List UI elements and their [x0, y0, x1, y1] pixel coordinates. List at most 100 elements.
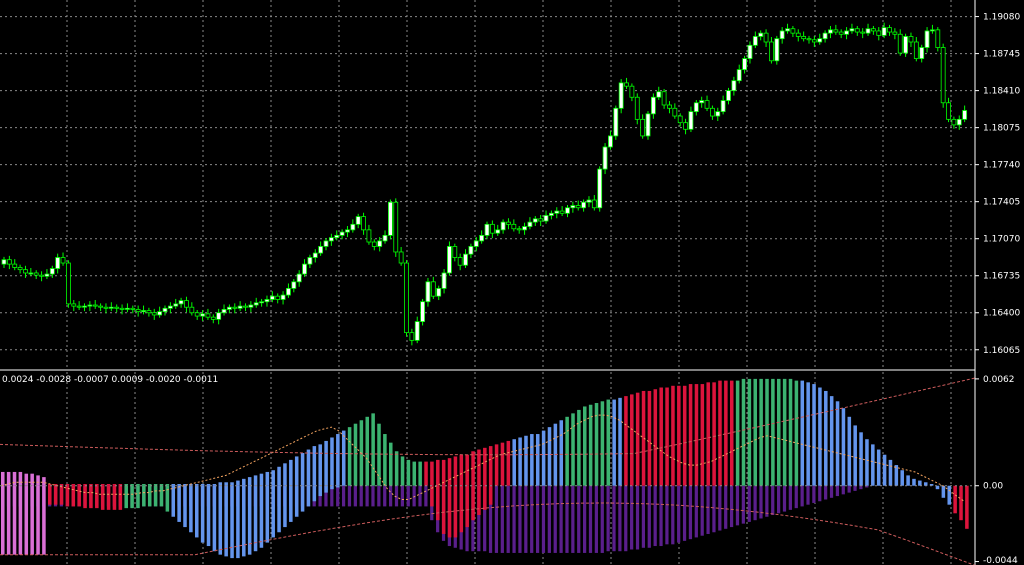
candle-body [667, 104, 672, 109]
indicator-secondary-bar [771, 485, 775, 516]
candle-body [345, 229, 350, 233]
candle-body [339, 231, 345, 236]
indicator-secondary-bar [647, 485, 651, 548]
indicator-bar [324, 485, 328, 493]
indicator-bar [1, 485, 5, 555]
indicator-bar [124, 484, 128, 486]
indicator-bar [929, 484, 934, 486]
indicator-bar [365, 416, 370, 486]
indicator-bar [212, 484, 217, 486]
candle-body [28, 272, 34, 275]
indicator-bar [518, 437, 522, 486]
indicator-bar [153, 484, 158, 486]
indicator-secondary-bar [406, 485, 410, 507]
indicator-secondary-bar [389, 485, 393, 507]
candle-body [420, 301, 426, 322]
indicator-secondary-bar [600, 485, 604, 553]
candle-body [489, 223, 495, 234]
indicator-bar [688, 384, 693, 486]
candle-body [71, 303, 77, 307]
indicator-bar [371, 413, 375, 486]
indicator-bar [406, 459, 411, 486]
price-tick-label: 1.17070 [983, 235, 1020, 245]
indicator-secondary-bar [606, 485, 610, 552]
indicator-bar [641, 390, 646, 486]
candle-body [108, 306, 114, 309]
candle-body [189, 306, 195, 314]
indicator-bar [236, 485, 240, 559]
indicator-bar [741, 378, 746, 486]
indicator-bar [841, 408, 846, 486]
indicator-bar [283, 485, 287, 528]
indicator-bar [547, 427, 552, 486]
candle-body [44, 273, 50, 277]
indicator-bar [265, 471, 270, 486]
indicator-bar [377, 423, 381, 486]
candle-body [479, 234, 485, 242]
indicator-bar [48, 485, 52, 505]
candle-body [736, 69, 742, 82]
indicator-secondary-bar [724, 485, 728, 529]
candle-body [811, 39, 817, 43]
indicator-bar [306, 485, 311, 507]
candle-body [296, 273, 302, 283]
candle-body [844, 30, 849, 35]
candle-body [591, 199, 597, 209]
candle-body [930, 29, 935, 32]
indicator-bar [659, 387, 663, 486]
indicator-secondary-bar [829, 485, 834, 498]
indicator-bar [718, 380, 722, 486]
candle-body [237, 305, 243, 309]
indicator-secondary-bar [583, 485, 587, 553]
candle-body [447, 246, 452, 274]
indicator-bar [771, 378, 775, 486]
indicator-bar [794, 380, 799, 486]
indicator-secondary-bar [788, 485, 792, 510]
candle-body [12, 263, 18, 268]
indicator-bar [447, 485, 452, 538]
indicator-bar [247, 477, 252, 486]
candle-body [39, 274, 44, 277]
candle-body [731, 80, 737, 92]
indicator-secondary-bar [565, 485, 569, 553]
candle-body [506, 221, 511, 225]
candle-body [1, 259, 7, 265]
indicator-secondary-bar [659, 485, 663, 547]
indicator-secondary-bar [383, 485, 387, 507]
indicator-bar [106, 485, 111, 510]
candle-body [624, 82, 629, 87]
indicator-bar [1, 471, 5, 486]
indicator-secondary-bar [700, 485, 704, 536]
indicator-bar [412, 461, 417, 486]
candle-body [291, 281, 297, 289]
indicator-bar [177, 484, 181, 486]
indicator-bar [142, 485, 146, 507]
candle-body [409, 332, 415, 341]
candle-body [162, 307, 168, 313]
indicator-signal-line [0, 414, 965, 502]
indicator-secondary-bar [365, 485, 369, 507]
candle-body [785, 28, 790, 32]
indicator-bar [200, 485, 205, 543]
candle-body [887, 27, 892, 33]
candle-body [216, 312, 222, 320]
candle-body [157, 311, 163, 316]
indicator-bar [247, 485, 252, 555]
indicator-bar [906, 475, 910, 486]
candle-body [565, 207, 570, 214]
indicator-bar [318, 485, 322, 497]
indicator-bar [488, 446, 493, 486]
indicator-secondary-bar [800, 485, 804, 507]
indicator-secondary-bar [859, 485, 863, 490]
candle-body [484, 223, 490, 236]
candle-body [806, 38, 812, 41]
candle-body [280, 294, 286, 300]
indicator-secondary-bar [324, 485, 328, 507]
candle-body [55, 257, 61, 269]
indicator-bar [36, 475, 40, 486]
indicator-bar [271, 485, 275, 538]
candle-body [49, 268, 55, 275]
indicator-secondary-bar [841, 485, 845, 495]
candle-body [715, 111, 721, 117]
indicator-secondary-bar [377, 485, 381, 507]
